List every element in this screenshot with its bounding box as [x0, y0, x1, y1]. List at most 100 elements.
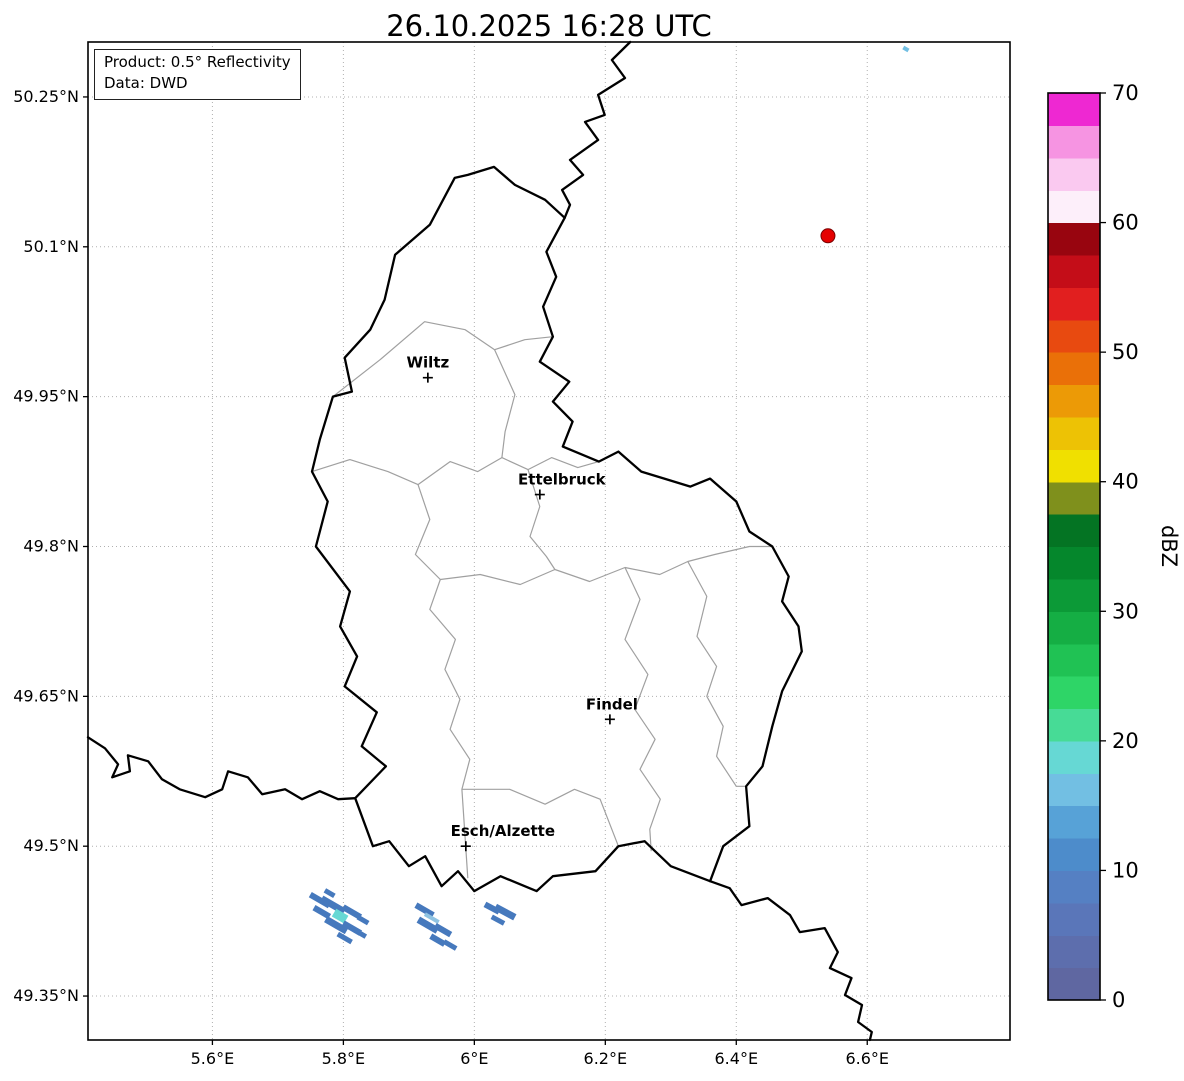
colorbar-segment — [1048, 967, 1100, 1001]
radar-echo-cell — [902, 45, 910, 53]
country-border — [310, 165, 803, 893]
y-tick-label: 49.65°N — [13, 686, 79, 705]
radar-echo-cell — [423, 912, 440, 924]
colorbar-tick-label: 10 — [1112, 858, 1139, 882]
x-tick-label: 5.6°E — [191, 1049, 235, 1068]
colorbar-segment — [1048, 287, 1100, 321]
region-border — [332, 321, 553, 398]
colorbar-segment — [1048, 676, 1100, 710]
figure-title: 26.10.2025 16:28 UTC — [386, 9, 712, 43]
city-markers: Wiltz Ettelbruck Findel Esch/Alzette — [406, 354, 638, 852]
radar-echo-cell — [319, 895, 346, 915]
plot-frame — [87, 41, 1011, 1041]
colorbar-segment — [1048, 416, 1100, 450]
colorbar-segment — [1048, 125, 1100, 159]
radar-echo-cell — [324, 916, 349, 935]
region-border — [311, 457, 599, 486]
y-tick-label: 49.95°N — [13, 387, 79, 406]
colorbar-segment — [1048, 222, 1100, 256]
colorbar-tick-label: 70 — [1112, 81, 1139, 105]
radar-echo-cell — [442, 939, 458, 951]
colorbar-segment — [1048, 546, 1100, 580]
gridlines — [88, 42, 1010, 1040]
x-tick-label: 6.6°E — [845, 1049, 889, 1068]
colorbar-segment — [1048, 449, 1100, 483]
y-tick-label: 49.35°N — [13, 986, 79, 1005]
x-tick-label: 6.2°E — [584, 1049, 628, 1068]
y-tick-label: 50.1°N — [23, 237, 79, 256]
colorbar-segment — [1048, 514, 1100, 548]
colorbar-tick-label: 50 — [1112, 340, 1139, 364]
x-tick-label: 5.8°E — [322, 1049, 366, 1068]
colorbar-segment — [1048, 352, 1100, 386]
radar-echo-cell — [414, 902, 435, 918]
colorbar-segment — [1048, 838, 1100, 872]
city-marker-icon — [422, 372, 433, 383]
region-border — [461, 788, 619, 847]
city-label: Wiltz — [406, 354, 449, 372]
x-tick-label: 6.4°E — [715, 1049, 759, 1068]
colorbar-segment — [1048, 157, 1100, 191]
colorbar-segment — [1048, 643, 1100, 677]
colorbar-tick-label: 0 — [1112, 988, 1125, 1012]
radar-echo-cell — [416, 916, 440, 934]
x-tick-label: 6°E — [460, 1049, 488, 1068]
radar-echo-cell — [493, 903, 517, 921]
radar-echo-cell — [323, 888, 336, 899]
colorbar-segment — [1048, 935, 1100, 969]
colorbar-tick-label: 20 — [1112, 729, 1139, 753]
colorbar-segment — [1048, 190, 1100, 224]
radar-echo-cell — [352, 927, 368, 939]
radar-echo-cell — [312, 905, 332, 920]
city-marker-icon — [534, 489, 545, 500]
colorbar-segment — [1048, 578, 1100, 612]
product-line: Product: 0.5° Reflectivity — [104, 53, 291, 71]
region-border — [414, 484, 471, 879]
y-tick-label: 50.25°N — [13, 87, 79, 106]
colorbar-segment — [1048, 740, 1100, 774]
colorbar-segment — [1048, 254, 1100, 288]
radar-echo-cell — [341, 904, 363, 920]
y-tick-label: 49.5°N — [23, 836, 79, 855]
radar-echoes — [308, 45, 910, 951]
colorbar-segment — [1048, 708, 1100, 742]
radar-echo-cell — [490, 914, 506, 926]
radar-echo-cell — [356, 914, 370, 926]
colorbar-segment — [1048, 611, 1100, 645]
radar-echo-cell — [433, 923, 453, 938]
colorbar-segment — [1048, 805, 1100, 839]
y-tick-label: 49.8°N — [23, 536, 79, 555]
colorbar-segment — [1048, 319, 1100, 353]
axis-ticks: 5.6°E 5.8°E 6°E 6.2°E 6.4°E 6.6°E 49.35°N 49.5°… — [13, 87, 889, 1068]
city-marker-icon — [604, 714, 615, 725]
radar-echo-cell — [336, 931, 353, 945]
colorbar-segment — [1048, 773, 1100, 807]
colorbar-unit-label: dBZ — [1157, 525, 1181, 567]
region-border — [624, 567, 661, 852]
colorbar-tick-label: 60 — [1112, 211, 1139, 235]
radar-site-marker — [820, 228, 836, 244]
region-borders — [311, 321, 773, 879]
city-label: Esch/Alzette — [451, 822, 555, 840]
data-source-line: Data: DWD — [104, 74, 188, 93]
colorbar-segment — [1048, 93, 1100, 126]
colorbar-tick-label: 30 — [1112, 599, 1139, 623]
colorbar-outline — [1047, 92, 1101, 1001]
country-border — [86, 736, 357, 801]
country-borders — [86, 40, 873, 1042]
region-border — [440, 545, 773, 586]
city-label: Findel — [586, 695, 638, 713]
colorbar: 0 10 20 30 40 50 60 70 — [1047, 81, 1139, 1012]
region-border — [494, 349, 516, 458]
city-label: Ettelbruck — [518, 471, 607, 489]
colorbar-segment — [1048, 384, 1100, 418]
colorbar-tick-label: 40 — [1112, 470, 1139, 494]
colorbar-segment — [1048, 870, 1100, 904]
info-box: Product: 0.5° Reflectivity Data: DWD — [94, 49, 301, 100]
city-marker-icon — [460, 841, 471, 852]
radar-echo-cell — [429, 933, 447, 947]
radar-echo-cell — [331, 908, 349, 924]
country-border — [708, 880, 873, 1042]
